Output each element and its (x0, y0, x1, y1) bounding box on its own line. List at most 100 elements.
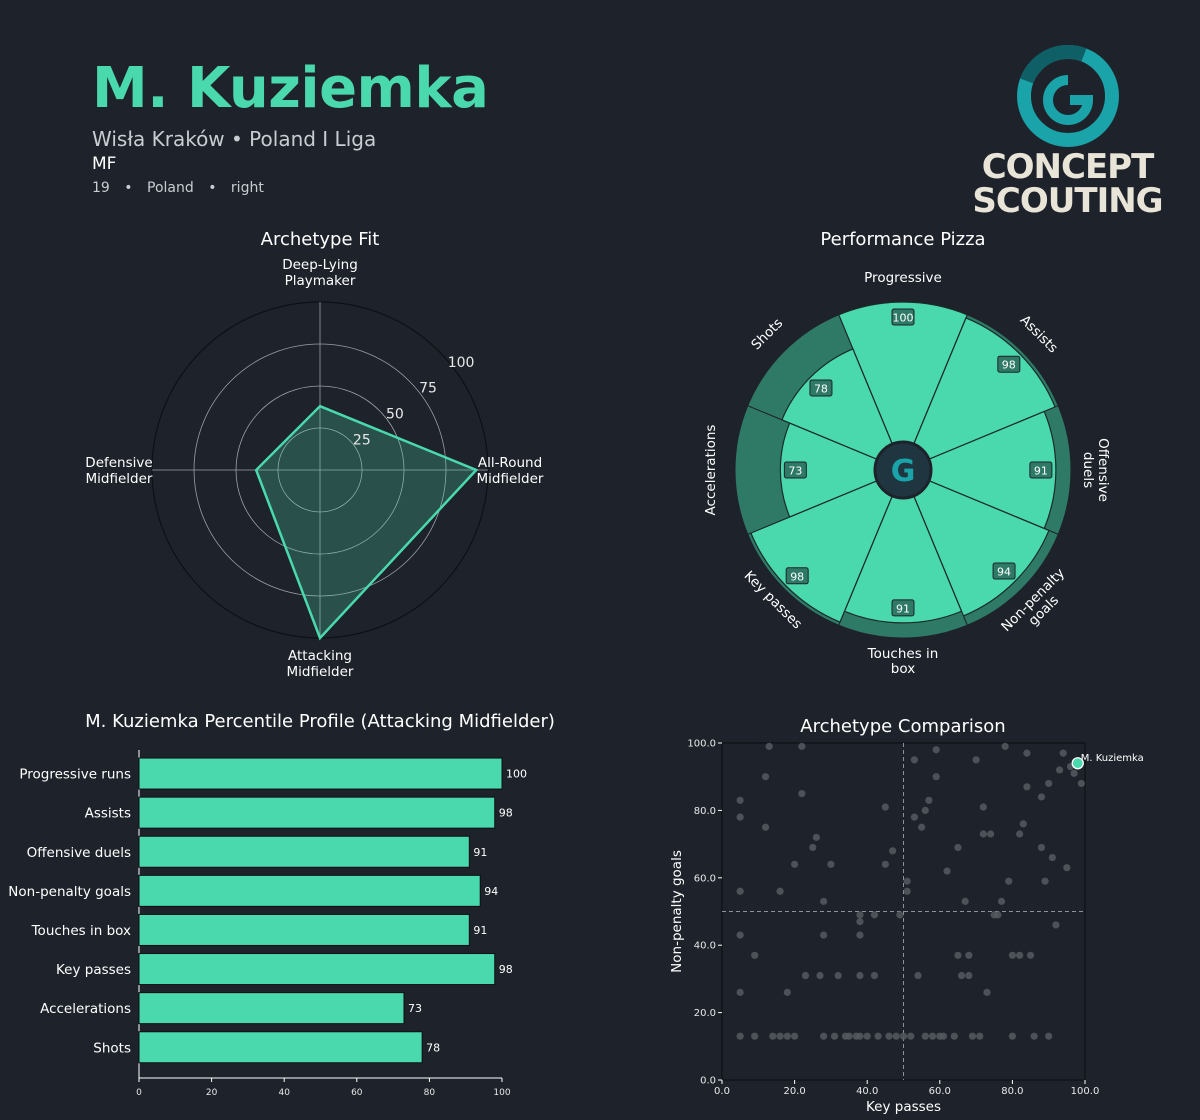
scatter-point (783, 1032, 791, 1040)
player-name: M. Kuziemka (92, 56, 489, 121)
scatter-point (939, 1032, 948, 1040)
scatter-point (870, 911, 879, 919)
scatter-point (979, 830, 987, 838)
radar-ring-label: 25 (353, 432, 371, 448)
scatter-point (885, 1032, 893, 1040)
bar-category-label: Shots (93, 1040, 131, 1056)
pizza-slice-label-line: duels (1080, 452, 1096, 488)
pizza-slice-label: Progressive (864, 270, 942, 286)
pizza-value-label: 91 (1034, 465, 1048, 478)
pizza-slice-label-line: Touches in (867, 646, 939, 662)
bar-value-label: 91 (473, 924, 487, 937)
scatter-point (881, 860, 889, 868)
scatter-point (943, 867, 951, 875)
scatter-point (1008, 1032, 1016, 1040)
bar-x-tick-label: 80 (424, 1088, 436, 1098)
scatter-point (845, 1032, 853, 1040)
scatter-point (892, 1032, 900, 1040)
radar-area (254, 404, 479, 641)
scatter-point (1045, 779, 1053, 788)
pizza-slice-label: Offensiveduels (1080, 438, 1110, 502)
scatter-point (1037, 843, 1046, 852)
pizza-slice-label: Assists (1017, 312, 1061, 356)
pizza-center-logo-icon: G (891, 454, 916, 489)
pizza-slice-label-line: Assists (1017, 312, 1061, 356)
scatter-point (736, 988, 744, 996)
scatter-point (968, 1032, 977, 1040)
scatter-point (965, 951, 973, 959)
scatter-point (1052, 921, 1060, 929)
scatter-point (1037, 793, 1046, 801)
pizza-value-label: 78 (814, 382, 828, 395)
pizza-value-box (992, 562, 1016, 580)
pizza-slice-label-line: Accelerations (703, 425, 719, 516)
scatter-point (1063, 864, 1071, 872)
scatter-point (801, 971, 810, 980)
radar-axis-label-line: Deep-Lying (282, 257, 358, 273)
bar-x-tick-label: 0 (136, 1088, 142, 1098)
scatter-point (870, 971, 879, 980)
radar-ring-label: 75 (419, 381, 437, 397)
scatter-point (856, 971, 864, 980)
scatter-point (820, 931, 828, 939)
scatter-point (1048, 853, 1056, 862)
radar-axis-label-line: Defensive (85, 455, 152, 471)
scatter-point (1001, 742, 1009, 750)
bar-value-label: 100 (506, 768, 527, 781)
pizza-value-box (783, 461, 807, 479)
bar-category-label: Accelerations (40, 1001, 131, 1017)
bar-value-label: 91 (473, 846, 487, 859)
pizza-value-label: 73 (788, 465, 802, 478)
bar (138, 757, 503, 790)
scatter-point (903, 877, 911, 885)
scatter-point (1026, 951, 1035, 959)
scatter-point (736, 887, 744, 895)
player-nationality: Poland (147, 180, 194, 196)
pizza-slice-label-line: Offensive (1095, 438, 1110, 502)
bar (138, 796, 496, 829)
scatter-point (1041, 877, 1049, 885)
scatter-y-tick-label: 20.0 (694, 1008, 716, 1019)
scatter-x-tick-label: 60.0 (929, 1086, 951, 1097)
scatter-point (798, 742, 806, 750)
scatter-point (765, 742, 773, 750)
scatter-point (1023, 749, 1031, 757)
scatter-point (791, 860, 799, 868)
scatter-point (751, 951, 759, 959)
bar-category-label: Key passes (56, 962, 131, 978)
scatter-x-tick-label: 0.0 (714, 1086, 730, 1097)
scatter-point (736, 1032, 744, 1040)
scatter-point (1008, 951, 1016, 959)
scatter-point (791, 1032, 799, 1040)
pizza-value-badge: 78 (809, 379, 833, 397)
logo-line-2: SCOUTING (972, 181, 1163, 221)
scatter-x-axis-label: Key passes (866, 1099, 941, 1115)
radar-title: Archetype Fit (260, 229, 380, 250)
pizza-value-label: 91 (896, 602, 910, 615)
bar-category-label: Progressive runs (19, 767, 131, 783)
radar-axis-label-line: Midfielder (86, 471, 153, 487)
scatter-point (910, 813, 918, 821)
radar-axis-label: Attacking Midfielder (287, 648, 354, 680)
scatter-point (957, 971, 966, 980)
scatter-point (812, 833, 820, 841)
scatter-point (816, 971, 824, 980)
scatter-point (881, 803, 889, 811)
radar-axis-label-line: All-Round (478, 455, 542, 471)
scatter-point (903, 887, 911, 895)
bar-value-label: 73 (408, 1002, 422, 1015)
scatter-y-tick-label: 100.0 (687, 739, 716, 750)
scatter-point (914, 971, 922, 980)
logo-wordmark: CONCEPT SCOUTING (960, 150, 1175, 218)
scatter-point (1023, 783, 1031, 791)
scatter-point (954, 951, 962, 959)
scatter-point (776, 1032, 784, 1040)
scatter-point (1070, 769, 1078, 777)
scatter-point (1005, 877, 1013, 885)
pizza-center (873, 440, 933, 500)
pizza-value-label: 98 (790, 570, 804, 583)
pizza-value-badge: 91 (1029, 461, 1053, 479)
radar-axis-label: Defensive Midfielder (85, 455, 153, 487)
pizza-value-box (891, 308, 915, 326)
pizza-value-badge: 98 (997, 355, 1021, 373)
